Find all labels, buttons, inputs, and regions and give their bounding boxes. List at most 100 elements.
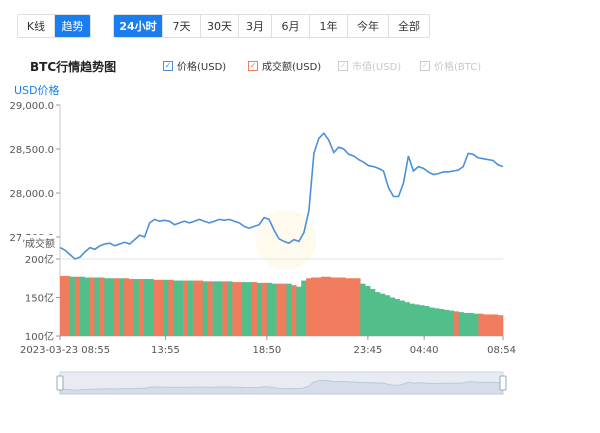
volume-bar [138, 279, 144, 336]
volume-bar [429, 307, 435, 336]
range-tabs: 24小时 7天 30天 3月 6月 1年 今年 全部 [113, 14, 430, 38]
volume-bar [493, 314, 499, 336]
checkbox-icon: ✓ [338, 60, 348, 71]
volume-bar [153, 279, 159, 336]
volume-bar [109, 278, 115, 336]
volume-bar [128, 279, 135, 336]
volume-bar [192, 280, 199, 336]
view-toggle: K线 趋势 [17, 14, 91, 38]
volume-bar [350, 278, 356, 336]
range-slider-preview [59, 379, 504, 395]
volume-bar [227, 281, 233, 336]
volume-bar [399, 300, 405, 336]
volume-bar [355, 278, 361, 336]
volume-bar [301, 280, 307, 336]
volume-bar [237, 282, 243, 336]
price-axis-title: USD价格 [14, 84, 60, 97]
volume-bar [360, 283, 366, 336]
tab-30d[interactable]: 30天 [200, 15, 238, 37]
volume-bar [197, 280, 204, 336]
volume-bar [242, 282, 248, 336]
volume-bar [498, 315, 504, 336]
tab-6m[interactable]: 6月 [271, 15, 309, 37]
volume-bar [94, 277, 100, 336]
volume-bar [104, 278, 110, 336]
volume-bar [448, 310, 455, 336]
volume-bar [143, 279, 149, 336]
volume-bar [123, 278, 130, 336]
volume-bar [296, 286, 302, 336]
volume-bar [119, 278, 125, 336]
tab-kline[interactable]: K线 [18, 15, 54, 37]
tab-3m[interactable]: 3月 [238, 15, 271, 37]
volume-bar [84, 277, 90, 336]
price-series-line [59, 131, 504, 260]
volume-bar [384, 295, 391, 336]
x-tick-label: 2023-03-23 08:55 [20, 345, 110, 356]
volume-bar [271, 283, 277, 336]
volume-bar [286, 283, 292, 336]
volume-bar [394, 299, 400, 336]
legend-label: 价格(BTC) [434, 62, 482, 73]
volume-bar [473, 313, 479, 336]
volume-bar [168, 279, 174, 336]
volume-bar [64, 275, 71, 336]
x-tick-label: 04:40 [410, 345, 439, 356]
checkbox-icon: ✓ [163, 60, 173, 71]
volume-bar [315, 277, 322, 336]
volume-bar [74, 276, 80, 336]
volume-bar [335, 277, 341, 336]
legend-item-price-usd[interactable]: ✓ 价格(USD) [163, 58, 226, 73]
volume-bar [453, 311, 459, 336]
legend-item-price-btc[interactable]: ✓ 价格(BTC) [420, 58, 481, 73]
volume-bar [163, 279, 169, 336]
volume-bar [281, 283, 287, 336]
x-tick-label: 13:55 [151, 345, 180, 356]
tab-trend[interactable]: 趋势 [54, 15, 90, 37]
tab-1y[interactable]: 1年 [309, 15, 347, 37]
volume-bar [478, 313, 484, 336]
volume-bar [468, 312, 474, 336]
tab-24h[interactable]: 24小时 [114, 15, 162, 37]
volume-bar [389, 297, 396, 336]
tab-7d[interactable]: 7天 [162, 15, 200, 37]
volume-bar [256, 282, 263, 336]
volume-bar [488, 314, 494, 336]
price-tick-label: 28,500.0 [9, 145, 54, 156]
volume-bar [340, 277, 346, 336]
volume-bar [217, 281, 223, 336]
volume-bar [222, 281, 228, 336]
volume-bar [173, 280, 179, 336]
tab-all[interactable]: 全部 [388, 15, 429, 37]
legend-item-market-cap-usd[interactable]: ✓ 市值(USD) [338, 58, 401, 73]
volume-bar [365, 285, 371, 336]
volume-bar [463, 312, 469, 336]
volume-bar [483, 314, 489, 336]
volume-bar [207, 281, 213, 336]
watermark-logo [256, 210, 316, 270]
legend-label: 市值(USD) [352, 62, 402, 73]
volume-bar [261, 282, 268, 336]
volume-bar [133, 279, 140, 336]
legend-item-volume-usd[interactable]: ✓ 成交额(USD) [248, 58, 321, 73]
volume-bar [148, 279, 154, 336]
volume-bar [266, 282, 272, 336]
volume-bar [311, 277, 317, 336]
volume-bar [404, 302, 410, 336]
volume-bar [69, 276, 76, 336]
volume-tick-label: 100亿 [25, 330, 54, 343]
volume-bar [424, 305, 430, 336]
chart-title: BTC行情趋势图 [30, 60, 117, 74]
range-slider-handle-right[interactable] [499, 375, 507, 391]
volume-bar [379, 293, 386, 336]
volume-bar [114, 278, 120, 336]
volume-bar [325, 276, 332, 336]
x-tick-label: 18:50 [252, 345, 281, 356]
volume-bar [330, 277, 336, 336]
volume-bar [247, 282, 253, 336]
volume-bar [251, 282, 258, 336]
price-tick-label: 28,000.0 [9, 189, 54, 200]
range-slider-handle-left[interactable] [56, 375, 64, 391]
tab-ytd[interactable]: 今年 [347, 15, 388, 37]
volume-bar [60, 275, 66, 336]
